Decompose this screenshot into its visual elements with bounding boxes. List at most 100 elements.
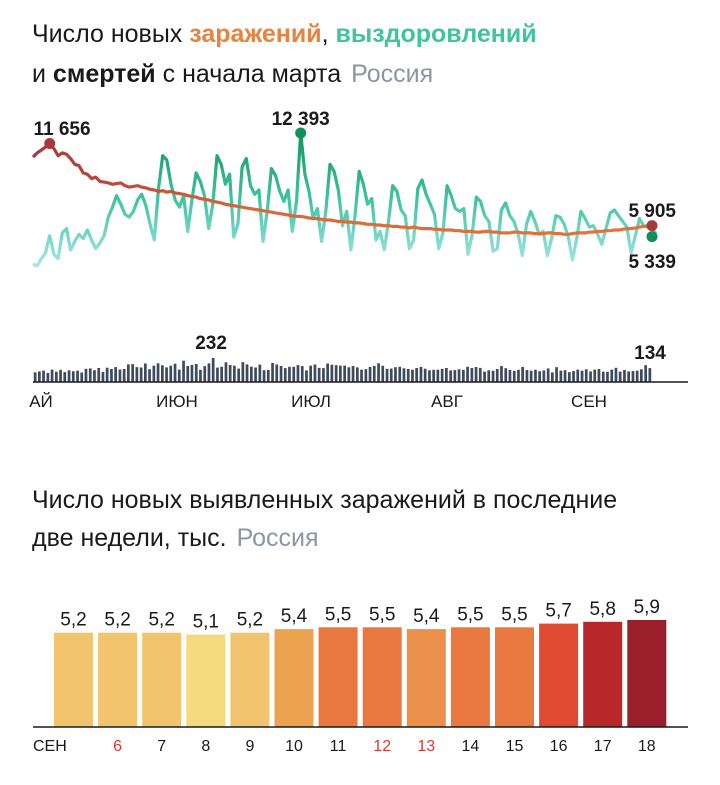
death-bar bbox=[144, 363, 147, 382]
bar-value-label: 5,1 bbox=[193, 612, 219, 633]
death-bar bbox=[326, 363, 330, 382]
infections-peak-label: 11 656 bbox=[33, 119, 90, 140]
recoveries-last-marker bbox=[646, 231, 658, 243]
x-tick-label-2: 9 bbox=[245, 738, 254, 755]
death-bar bbox=[203, 366, 207, 382]
death-bar bbox=[377, 363, 380, 382]
bar-15 bbox=[495, 627, 534, 727]
death-bar bbox=[606, 371, 609, 382]
death-bar bbox=[368, 367, 372, 382]
death-bar bbox=[483, 371, 486, 382]
death-bar bbox=[84, 368, 88, 382]
death-bar bbox=[551, 372, 554, 382]
death-bar bbox=[627, 371, 631, 382]
death-bar bbox=[517, 369, 520, 382]
x-tick-label-2: 12 bbox=[373, 738, 391, 755]
chart2-title-text: две недели, тыс. bbox=[32, 524, 227, 552]
death-bar bbox=[245, 364, 249, 382]
death-bar bbox=[330, 364, 334, 382]
death-bar bbox=[241, 362, 245, 382]
death-bar bbox=[343, 365, 347, 382]
death-bar bbox=[521, 367, 525, 382]
bar-14 bbox=[450, 627, 490, 727]
death-bar bbox=[635, 370, 639, 382]
bar-17 bbox=[583, 621, 623, 727]
death-bar bbox=[453, 370, 457, 382]
infections-peak-marker bbox=[44, 137, 56, 149]
title-suffix: с начала марта bbox=[155, 60, 342, 88]
death-bar bbox=[199, 369, 202, 382]
death-bar bbox=[322, 368, 325, 382]
x-tick-label: АЙ bbox=[29, 392, 53, 411]
bar-value-label: 5,2 bbox=[60, 610, 86, 631]
region-link-2[interactable]: Россия bbox=[236, 524, 319, 552]
x-tick-label-2: СЕН bbox=[33, 738, 67, 755]
death-bar bbox=[254, 367, 257, 382]
deaths-last-label: 134 bbox=[634, 343, 666, 364]
death-bar bbox=[449, 370, 453, 382]
death-bar bbox=[436, 369, 440, 382]
death-bar bbox=[356, 367, 359, 382]
death-bar bbox=[237, 368, 241, 382]
death-bar bbox=[173, 363, 177, 382]
title-comma: , bbox=[321, 20, 329, 48]
death-bar bbox=[411, 369, 414, 382]
x-tick-label: ИЮЛ bbox=[291, 392, 331, 411]
title-prefix: Число новых bbox=[32, 20, 190, 48]
death-bar bbox=[161, 365, 164, 382]
death-bar bbox=[148, 369, 151, 382]
death-bar bbox=[512, 370, 516, 382]
death-bar bbox=[339, 365, 342, 382]
death-bar bbox=[406, 369, 410, 382]
x-tick-label-2: 16 bbox=[550, 738, 568, 755]
death-bar bbox=[470, 368, 474, 382]
bar-value-label: 5,9 bbox=[634, 597, 660, 618]
recoveries-label: выздоровлений bbox=[335, 20, 537, 48]
death-bar bbox=[584, 369, 588, 382]
death-bar bbox=[305, 370, 308, 382]
death-bar bbox=[88, 368, 92, 382]
death-bar bbox=[385, 368, 389, 382]
death-bar bbox=[279, 366, 283, 382]
death-bar bbox=[131, 364, 135, 382]
death-bar bbox=[351, 366, 355, 382]
death-bar bbox=[432, 369, 436, 382]
death-bar bbox=[262, 370, 266, 382]
death-bar bbox=[462, 369, 465, 382]
death-bar bbox=[228, 365, 232, 382]
recoveries-peak-label: 12 393 bbox=[272, 109, 330, 130]
death-bar bbox=[495, 369, 499, 382]
two-weeks-bar-chart: 5,2 5,2 5,2 5,1 5,2 5,4 5,5 5,5 5,4 5,5 5,5 5,7 5,8 5… bbox=[33, 597, 688, 755]
chart2-title-line2: две недели, тыс. Россия bbox=[32, 518, 319, 558]
bar-value-label: 5,5 bbox=[457, 604, 483, 625]
death-bar bbox=[389, 368, 393, 382]
daily-cases-chart: 11 656 12 393 5 905 5 339 232 134 АЙ ИЮН ИЮЛ АВГ С… bbox=[29, 109, 688, 411]
bar-10 bbox=[274, 629, 314, 727]
death-bar bbox=[394, 367, 397, 382]
death-bar bbox=[122, 369, 126, 382]
death-bar bbox=[347, 367, 351, 382]
death-bar bbox=[440, 368, 444, 382]
death-bar bbox=[67, 370, 71, 382]
bar-value-label: 5,8 bbox=[589, 599, 615, 620]
x-tick-label: АВГ bbox=[431, 392, 463, 411]
deaths-peak-label: 232 bbox=[195, 333, 227, 354]
death-bar bbox=[271, 363, 274, 382]
death-bar bbox=[224, 362, 228, 382]
x-tick-label-2: 10 bbox=[285, 738, 303, 755]
death-bar bbox=[534, 369, 537, 382]
death-bar bbox=[508, 369, 512, 382]
bar-value-label: 5,5 bbox=[369, 604, 395, 625]
bar-value-label: 5,5 bbox=[325, 604, 351, 625]
death-bar bbox=[589, 371, 592, 382]
region-link[interactable]: Россия bbox=[351, 60, 434, 88]
death-bar bbox=[601, 371, 605, 382]
death-bar bbox=[398, 366, 402, 382]
death-bar bbox=[525, 370, 529, 382]
x-tick-label-2: 8 bbox=[201, 738, 210, 755]
x-tick-label: ИЮН bbox=[156, 392, 198, 411]
bar-value-label: 5,2 bbox=[148, 610, 174, 631]
death-bar bbox=[101, 371, 105, 382]
death-bar bbox=[644, 365, 648, 382]
death-bar bbox=[419, 366, 423, 382]
